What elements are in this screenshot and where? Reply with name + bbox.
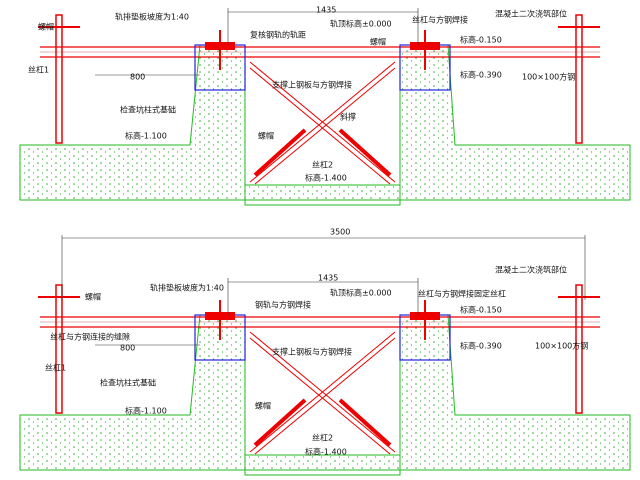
label: 检查坑柱式基础 — [100, 378, 156, 388]
label: 丝杠与方钢连接的缝隙 — [50, 332, 130, 342]
label: 丝杠2 — [312, 433, 333, 443]
label: 标高-1.100 — [125, 131, 167, 141]
label: 丝杠2 — [312, 160, 333, 170]
label: 3500 — [330, 228, 350, 237]
label: 混凝土二次浇筑部位 — [495, 9, 567, 19]
label: 标高-1.400 — [305, 447, 347, 457]
label: 100×100方钢 — [522, 72, 575, 82]
label: 800 — [120, 344, 135, 353]
label: 1435 — [318, 274, 338, 283]
label: 标高-0.390 — [460, 70, 502, 80]
label: 标高-0.390 — [460, 341, 502, 351]
label: 轨排垫板坡度为1:40 — [115, 12, 189, 22]
label: 1435 — [316, 6, 336, 15]
bottom-section — [18, 276, 632, 477]
label: 斜撑 — [340, 112, 356, 122]
label: 标高-0.150 — [460, 35, 502, 45]
label: 螺帽 — [38, 22, 54, 32]
label: 丝杠1 — [28, 65, 49, 75]
label: 支撑上钢板与方钢焊接 — [272, 347, 352, 357]
label: 螺帽 — [85, 292, 101, 302]
label: 螺帽 — [255, 401, 271, 411]
label: 标高-1.400 — [305, 173, 347, 183]
label: 螺帽 — [370, 37, 386, 47]
label: 支撑上钢板与方钢焊接 — [272, 80, 352, 90]
label: 检查坑柱式基础 — [120, 105, 176, 115]
label: 丝杠与方钢焊接固定丝杠 — [418, 289, 506, 299]
label: 复核钢轨的轨距 — [250, 30, 306, 40]
label: 螺帽 — [258, 131, 274, 141]
label: 丝杠1 — [45, 363, 66, 373]
label: 钢轨与方钢焊接 — [255, 300, 311, 310]
label: 标高-0.150 — [460, 305, 502, 315]
label: 混凝土二次浇筑部位 — [495, 265, 567, 275]
label: 标高-1.100 — [125, 406, 167, 416]
label: 800 — [130, 73, 145, 82]
label: 100×100方钢 — [535, 341, 588, 351]
label: 轨顶标高±0.000 — [330, 288, 392, 298]
label: 轨排垫板坡度为1:40 — [150, 283, 224, 293]
label: 丝杠与方钢焊接 — [412, 15, 468, 25]
label: 轨顶标高±0.000 — [330, 19, 392, 29]
